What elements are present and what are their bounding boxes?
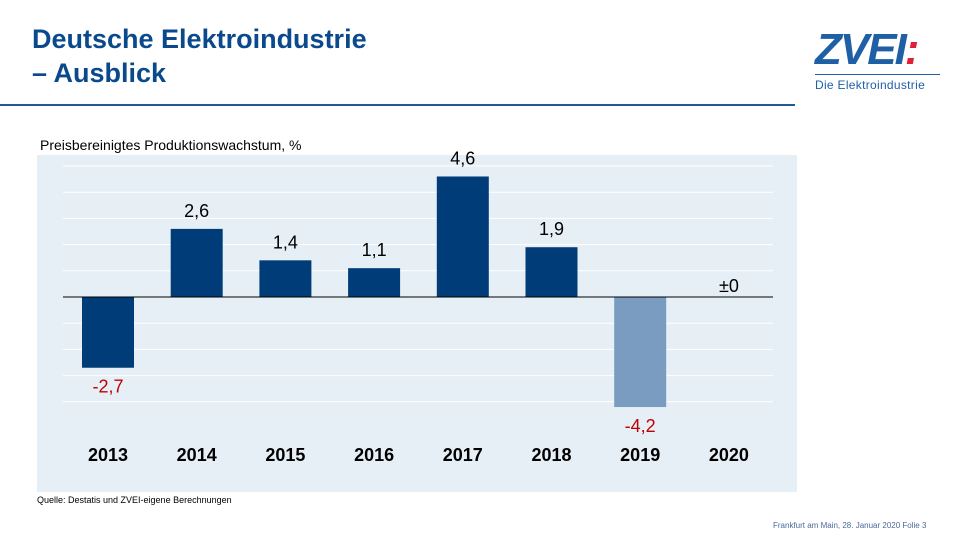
x-tick-2018: 2018 <box>531 445 571 465</box>
source-note: Quelle: Destatis und ZVEI-eigene Berechn… <box>37 495 232 505</box>
data-label-2015: 1,4 <box>273 232 298 252</box>
page-title: Deutsche Elektroindustrie – Ausblick <box>32 22 367 90</box>
data-label-2014: 2,6 <box>184 201 209 221</box>
bar-2014 <box>170 228 223 297</box>
bar-2017 <box>436 176 489 297</box>
data-label-2020: ±0 <box>719 276 739 296</box>
x-tick-2015: 2015 <box>265 445 305 465</box>
x-tick-2014: 2014 <box>177 445 217 465</box>
title-line-2: – Ausblick <box>32 58 167 88</box>
x-tick-2017: 2017 <box>443 445 483 465</box>
zvei-logo: ZVEI: Die Elektroindustrie <box>815 28 940 92</box>
data-label-2017: 4,6 <box>450 148 475 168</box>
bar-2018 <box>525 247 578 297</box>
data-label-2013: -2,7 <box>92 377 123 397</box>
header-divider <box>0 104 795 106</box>
data-label-2019: -4,2 <box>625 416 656 436</box>
bar-2016 <box>348 268 401 297</box>
bar-2019 <box>614 297 667 408</box>
logo-subtitle: Die Elektroindustrie <box>815 78 926 92</box>
footer: Frankfurt am Main, 28. Januar 2020 Folie… <box>773 521 927 530</box>
bar-2015 <box>259 260 312 297</box>
x-tick-2019: 2019 <box>620 445 660 465</box>
data-label-2018: 1,9 <box>539 219 564 239</box>
data-label-2016: 1,1 <box>362 240 387 260</box>
title-line-1: Deutsche Elektroindustrie <box>32 24 367 54</box>
x-tick-2016: 2016 <box>354 445 394 465</box>
y-axis-label: Preisbereinigtes Produktionswachstum, % <box>40 137 302 153</box>
x-tick-2013: 2013 <box>88 445 128 465</box>
bar-2013 <box>82 297 134 368</box>
x-tick-2020: 2020 <box>709 445 749 465</box>
